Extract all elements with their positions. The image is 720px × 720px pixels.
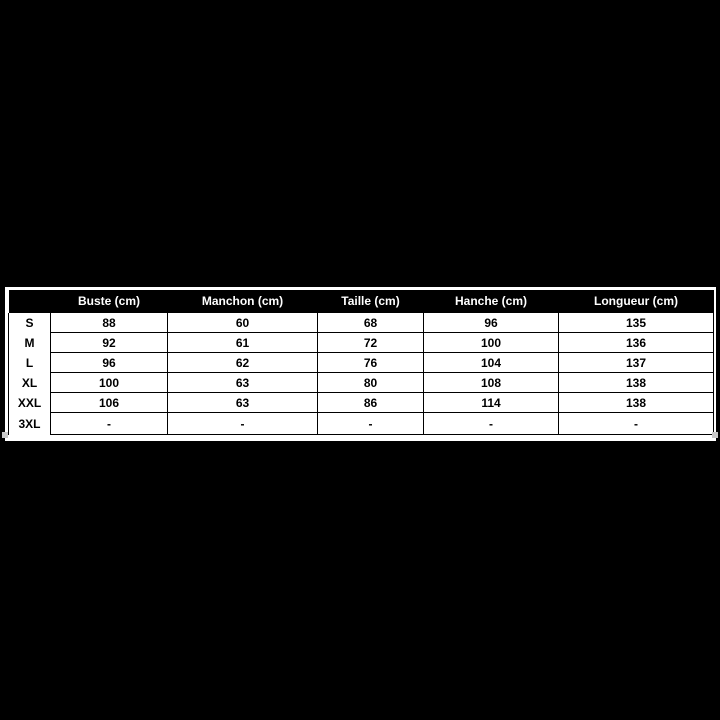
header-cell-buste: Buste (cm) — [50, 290, 168, 313]
size-chart-table: Buste (cm) Manchon (cm) Taille (cm) Hanc… — [8, 290, 714, 435]
cell-l-hanche: 104 — [423, 352, 559, 373]
size-label-m: M — [8, 332, 51, 353]
cell-s-taille: 68 — [317, 312, 424, 333]
table-row-m: M 92 61 72 100 136 — [8, 332, 714, 353]
header-row: Buste (cm) Manchon (cm) Taille (cm) Hanc… — [8, 290, 714, 313]
cell-xl-manchon: 63 — [167, 372, 318, 393]
size-label-xl: XL — [8, 372, 51, 393]
cell-xxl-longueur: 138 — [558, 392, 714, 413]
cell-xxl-hanche: 114 — [423, 392, 559, 413]
table-row-l: L 96 62 76 104 137 — [8, 352, 714, 373]
header-cell-longueur: Longueur (cm) — [558, 290, 714, 313]
cell-3xl-hanche: - — [423, 412, 559, 435]
size-label-l: L — [8, 352, 51, 373]
size-chart-panel: Buste (cm) Manchon (cm) Taille (cm) Hanc… — [5, 287, 716, 441]
cell-s-manchon: 60 — [167, 312, 318, 333]
table-row-xxl: XXL 106 63 86 114 138 — [8, 392, 714, 413]
cell-3xl-buste: - — [50, 412, 168, 435]
cell-xxl-buste: 106 — [50, 392, 168, 413]
cell-xl-hanche: 108 — [423, 372, 559, 393]
size-label-s: S — [8, 312, 51, 333]
table-row-3xl: 3XL - - - - - — [8, 412, 714, 435]
cell-m-buste: 92 — [50, 332, 168, 353]
cell-l-longueur: 137 — [558, 352, 714, 373]
cell-xl-taille: 80 — [317, 372, 424, 393]
cell-l-taille: 76 — [317, 352, 424, 373]
table-row-xl: XL 100 63 80 108 138 — [8, 372, 714, 393]
scrollbar-fragment-left — [2, 432, 8, 438]
size-label-xxl: XXL — [8, 392, 51, 413]
cell-3xl-taille: - — [317, 412, 424, 435]
header-cell-hanche: Hanche (cm) — [423, 290, 559, 313]
cell-xxl-taille: 86 — [317, 392, 424, 413]
cell-s-hanche: 96 — [423, 312, 559, 333]
header-cell-size — [8, 290, 51, 313]
size-label-3xl: 3XL — [8, 412, 51, 435]
cell-l-manchon: 62 — [167, 352, 318, 373]
cell-l-buste: 96 — [50, 352, 168, 373]
cell-s-longueur: 135 — [558, 312, 714, 333]
cell-m-longueur: 136 — [558, 332, 714, 353]
size-chart-body: S 88 60 68 96 135 M 92 61 72 100 136 L — [8, 312, 714, 435]
scrollbar-fragment-right — [712, 432, 718, 438]
cell-xxl-manchon: 63 — [167, 392, 318, 413]
cell-m-taille: 72 — [317, 332, 424, 353]
cell-3xl-manchon: - — [167, 412, 318, 435]
cell-xl-buste: 100 — [50, 372, 168, 393]
header-cell-taille: Taille (cm) — [317, 290, 424, 313]
cell-m-manchon: 61 — [167, 332, 318, 353]
cell-m-hanche: 100 — [423, 332, 559, 353]
table-row-s: S 88 60 68 96 135 — [8, 312, 714, 333]
cell-s-buste: 88 — [50, 312, 168, 333]
cell-3xl-longueur: - — [558, 412, 714, 435]
size-chart-header: Buste (cm) Manchon (cm) Taille (cm) Hanc… — [8, 290, 714, 313]
cell-xl-longueur: 138 — [558, 372, 714, 393]
header-cell-manchon: Manchon (cm) — [167, 290, 318, 313]
